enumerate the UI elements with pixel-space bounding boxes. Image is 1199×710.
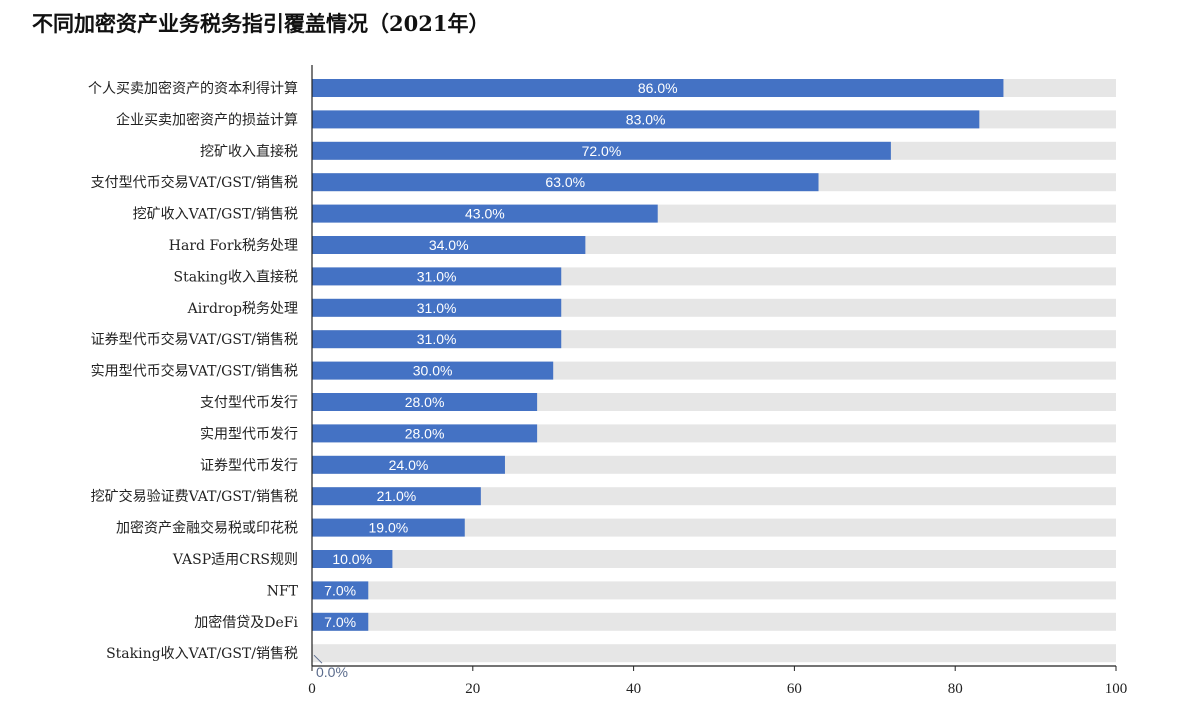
bar	[312, 550, 393, 568]
data-label: 0.0%	[316, 664, 348, 680]
bar	[312, 455, 505, 474]
data-label: 86.0%	[638, 80, 678, 96]
bar	[312, 581, 369, 600]
bar	[312, 330, 562, 349]
data-label: 19.0%	[369, 520, 409, 536]
bar-track	[312, 518, 1116, 537]
bar-track	[312, 612, 1116, 631]
category-label: VASP适用CRS规则	[172, 552, 298, 568]
bar-track	[312, 550, 1116, 568]
category-label: Staking收入直接税	[173, 268, 298, 285]
value-labels: 86.0% 83.0%72.0% 63.0% 43.0% 34.0% 31.0% 31.0%…	[313, 80, 678, 680]
x-tick-label: 100	[1105, 681, 1128, 697]
bar	[312, 204, 658, 223]
bar	[312, 298, 562, 317]
data-label: 21.0%	[377, 488, 417, 504]
data-label: 31.0%	[417, 331, 457, 347]
data-label: 72.0%	[582, 143, 622, 159]
data-label: 24.0%	[389, 457, 429, 473]
category-label: Hard Fork税务处理	[169, 238, 298, 254]
category-label: Staking收入VAT/GST/销售税	[106, 646, 298, 662]
data-label: 31.0%	[417, 300, 457, 316]
axes: 0 20 40 60 80 100	[308, 65, 1127, 697]
category-label: 企业买卖加密资产的损益计算	[116, 111, 298, 128]
bar	[312, 487, 481, 506]
bar	[312, 267, 562, 286]
category-label: 实用型代币交易VAT/GST/销售税	[91, 363, 298, 380]
data-label: 43.0%	[465, 206, 505, 222]
data-label: 7.0%	[324, 582, 356, 598]
category-labels: 个人买卖加密资产的资本利得计算企业买卖加密资产的损益计算挖矿收入直接税支付型代币…	[88, 80, 299, 662]
x-tick-label: 80	[948, 681, 963, 697]
bar	[312, 424, 538, 443]
category-label: NFT	[267, 583, 299, 599]
category-label: Airdrop税务处理	[187, 301, 298, 317]
bar-track	[312, 644, 1116, 663]
category-label: 挖矿收入直接税	[200, 143, 298, 160]
chart-title: 不同加密资产业务税务指引覆盖情况（2021年）	[32, 11, 490, 36]
category-label: 加密借贷及DeFi	[194, 614, 298, 631]
bar	[312, 612, 369, 631]
category-label: 挖矿交易验证费VAT/GST/销售税	[91, 488, 298, 505]
data-label: 83.0%	[626, 111, 666, 127]
data-label: 28.0%	[405, 425, 445, 441]
data-label: 7.0%	[324, 614, 356, 630]
category-label: 支付型代币发行	[200, 395, 298, 411]
bar	[312, 173, 819, 192]
data-label: 28.0%	[405, 394, 445, 410]
bar	[312, 79, 1004, 97]
leader-line	[313, 654, 323, 664]
data-label: 34.0%	[429, 237, 469, 253]
bar	[312, 518, 465, 537]
bar	[312, 236, 586, 254]
category-label: 证券型代币发行	[200, 458, 298, 474]
category-label: 加密资产金融交易税或印花税	[116, 520, 298, 537]
category-label: 个人买卖加密资产的资本利得计算	[88, 80, 298, 97]
bar	[312, 361, 554, 380]
category-label: 挖矿收入VAT/GST/销售税	[133, 207, 298, 223]
data-label: 63.0%	[545, 174, 585, 190]
bar	[312, 141, 891, 160]
bar	[312, 393, 538, 411]
x-tick-label: 20	[465, 681, 480, 697]
x-tick-label: 40	[626, 681, 641, 697]
bars	[312, 79, 1004, 631]
x-tick-label: 60	[787, 681, 802, 697]
data-label: 31.0%	[417, 268, 457, 284]
bar-track	[312, 487, 1116, 506]
category-label: 证券型代币交易VAT/GST/销售税	[91, 331, 298, 348]
category-label: 实用型代币发行	[200, 426, 298, 442]
bar	[312, 110, 980, 129]
bar-track	[312, 455, 1116, 474]
x-tick-label: 0	[308, 681, 316, 697]
category-label: 支付型代币交易VAT/GST/销售税	[91, 174, 298, 191]
data-label: 30.0%	[413, 363, 453, 379]
data-label: 10.0%	[332, 551, 372, 567]
bar-track	[312, 581, 1116, 600]
